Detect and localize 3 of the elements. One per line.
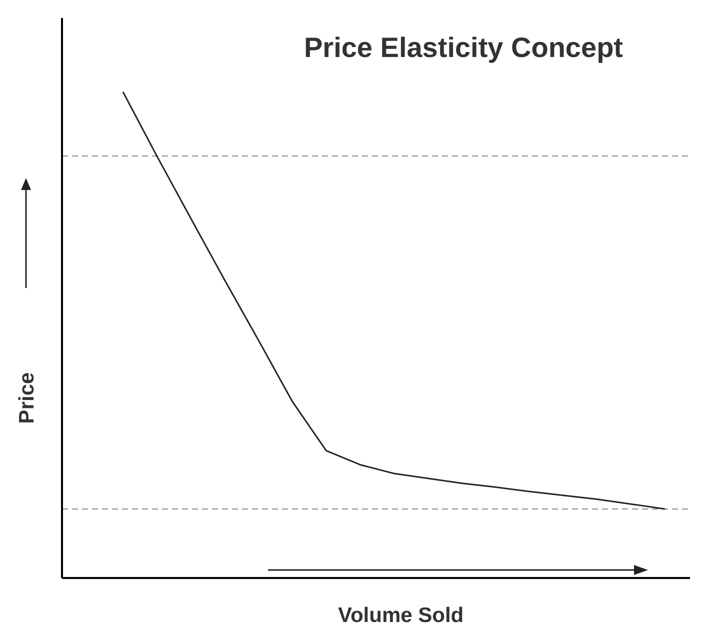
chart-title: Price Elasticity Concept (304, 32, 624, 64)
x-axis-title: Volume Sold (338, 604, 464, 628)
y-axis-title: Price (16, 372, 40, 424)
